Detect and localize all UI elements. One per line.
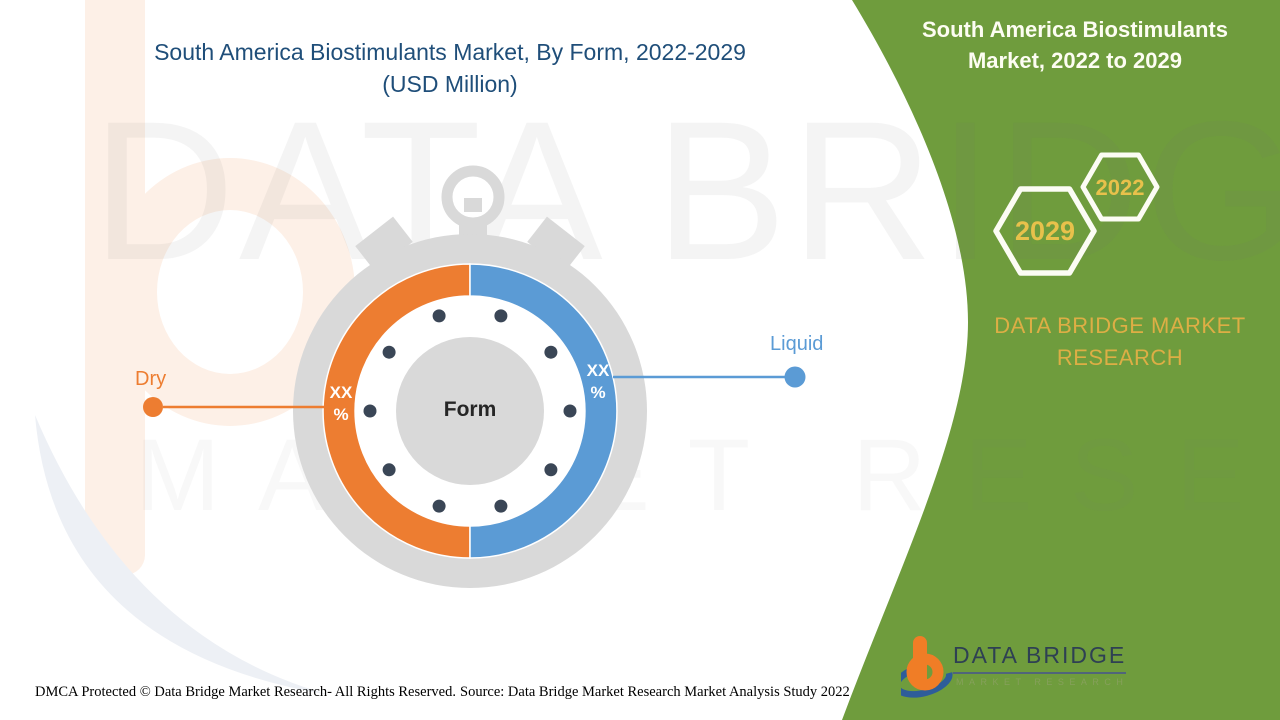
dry-value-label: XX % <box>329 383 353 424</box>
liquid-label: Liquid <box>770 333 824 355</box>
liquid-value-label: XX % <box>586 361 610 402</box>
stopwatch-crown-icon <box>441 165 505 229</box>
chart-title-line2: (USD Million) <box>382 71 518 97</box>
panel-brand-text: DATA BRIDGE MARKET RESEARCH <box>960 310 1280 374</box>
panel-title: South America Biostimulants Market, 2022… <box>880 14 1270 76</box>
dry-label: Dry <box>135 368 167 390</box>
stopwatch-tick-dots <box>363 309 577 513</box>
panel-title-line2: Market, 2022 to 2029 <box>967 48 1183 73</box>
stopwatch-left-button-icon <box>355 216 413 272</box>
stopwatch-right-button-icon <box>527 216 585 272</box>
logo-sub-text: MARKET RESEARCH <box>956 677 1129 687</box>
hexagon-badges-icon <box>993 152 1160 276</box>
liquid-leader-dot <box>784 366 806 388</box>
center-label: Form <box>443 398 497 421</box>
panel-brand-line1: DATA BRIDGE MARKET <box>994 313 1246 338</box>
footer-dmca-text: DMCA Protected © Data Bridge Market Rese… <box>35 684 456 700</box>
dry-leader-dot <box>143 397 163 417</box>
hexagon-year-2029: 2029 <box>1014 216 1076 246</box>
chart-title-line1: South America Biostimulants Market, By F… <box>154 39 746 65</box>
watermark-swoosh <box>35 415 330 695</box>
panel-title-line1: South America Biostimulants <box>921 17 1228 42</box>
segment-dry <box>322 263 471 559</box>
segment-liquid <box>469 263 618 559</box>
footer-source-text: Source: Data Bridge Market Research Mark… <box>460 684 850 700</box>
chart-title: South America Biostimulants Market, By F… <box>50 36 850 100</box>
stopwatch-center-face <box>396 337 544 485</box>
panel-brand-line2: RESEARCH <box>1056 345 1184 370</box>
hexagon-year-2022: 2022 <box>1095 175 1145 200</box>
databridge-logo-icon <box>901 636 953 698</box>
logo-brand-text: DATA BRIDGE <box>953 642 1127 674</box>
